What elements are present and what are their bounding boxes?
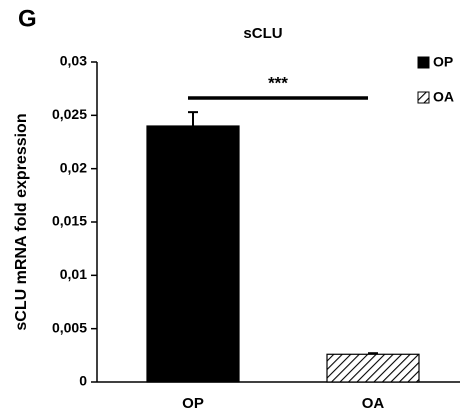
- y-tick-label: 0,03: [60, 53, 87, 69]
- chart-title: sCLU: [243, 25, 282, 42]
- y-tick-label: 0,005: [52, 319, 87, 335]
- significance-label: ***: [268, 73, 288, 92]
- bar: [146, 125, 240, 383]
- x-tick-label: OA: [362, 395, 385, 412]
- y-tick-label: 0,01: [60, 266, 87, 282]
- y-tick-label: 0,025: [52, 106, 87, 122]
- bar: [326, 353, 420, 383]
- legend-swatch: [417, 56, 430, 69]
- y-tick-label: 0,02: [60, 159, 87, 175]
- y-tick-label: 0,015: [52, 213, 87, 229]
- legend-swatch: [417, 91, 430, 104]
- panel-label: G: [18, 5, 37, 32]
- x-tick-label: OP: [182, 395, 204, 412]
- y-tick-label: 0: [79, 373, 87, 389]
- legend-label: OA: [433, 89, 454, 105]
- y-axis-label: sCLU mRNA fold expression: [13, 113, 30, 330]
- legend-label: OP: [433, 54, 453, 70]
